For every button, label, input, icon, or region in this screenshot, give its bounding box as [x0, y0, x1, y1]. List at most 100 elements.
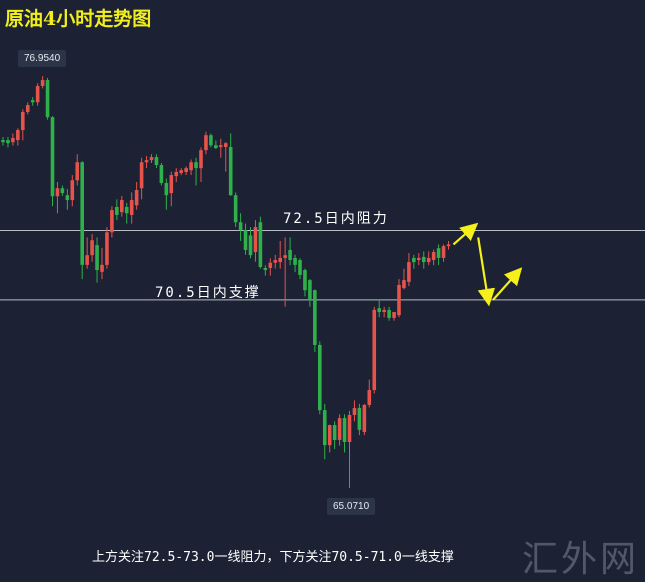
candle-up — [253, 227, 258, 253]
candle-up — [337, 418, 342, 440]
candle-down — [233, 195, 238, 223]
candle-down — [115, 206, 119, 215]
candle-up — [85, 255, 89, 265]
candle-up — [347, 414, 352, 443]
candle-down — [45, 80, 50, 118]
candle-up — [35, 85, 40, 103]
candle-down — [214, 145, 218, 149]
candle-down — [228, 146, 233, 196]
candle-down — [387, 309, 391, 318]
candle-up — [16, 130, 20, 141]
candle-up — [327, 425, 332, 446]
candle-up — [21, 111, 25, 131]
candle-down — [318, 344, 322, 411]
candle-down — [258, 222, 263, 267]
candle-down — [50, 117, 55, 197]
candle-up — [105, 232, 109, 265]
candle-down — [124, 206, 129, 214]
candle-up — [25, 105, 30, 112]
candle-up — [417, 257, 421, 261]
candle-up — [189, 162, 193, 171]
candle-up — [174, 171, 179, 177]
candle-up — [402, 280, 406, 289]
candle-down — [357, 408, 362, 430]
candle-down — [313, 290, 317, 345]
candle-down — [322, 410, 327, 446]
candle-up — [283, 255, 287, 258]
candle-up — [90, 240, 94, 256]
candle-up — [382, 309, 386, 313]
low-price-label: 65.0710 — [327, 498, 376, 515]
candle-up — [149, 157, 154, 161]
candle-up — [55, 188, 60, 197]
candle-down — [288, 249, 292, 261]
candle-up — [120, 200, 124, 213]
candle-down — [421, 256, 426, 263]
candle-down — [293, 257, 297, 265]
projection-arrow — [452, 222, 479, 246]
candle-down — [154, 157, 159, 166]
candle-up — [134, 189, 139, 206]
candle-up — [441, 246, 446, 258]
candle-down — [159, 165, 164, 184]
candle-down — [65, 195, 70, 201]
candle-down — [1, 140, 5, 143]
candle-up — [431, 252, 436, 261]
candle-down — [332, 425, 337, 440]
candle-down — [412, 257, 416, 263]
candle-up — [144, 160, 149, 163]
candle-up — [129, 200, 134, 215]
candle-down — [243, 230, 248, 250]
footer-note: 上方关注72.5-73.0一线阻力，下方关注70.5-71.0一线支撑 — [92, 550, 454, 565]
candle-down — [248, 235, 253, 256]
projection-arrow — [492, 267, 523, 301]
candle-down — [6, 140, 10, 144]
candle-down — [164, 183, 169, 196]
candle-up — [407, 262, 411, 282]
candle-up — [110, 210, 114, 233]
candle-up — [367, 390, 372, 405]
candle-down — [263, 267, 268, 271]
candle-down — [238, 222, 243, 231]
resistance-label: 72.5日内阻力 — [283, 211, 389, 227]
candle-down — [377, 308, 381, 313]
candle-down — [194, 162, 198, 169]
candle-down — [303, 270, 307, 291]
candle-down — [308, 280, 312, 300]
candle-up — [11, 137, 15, 143]
candle-down — [342, 418, 347, 443]
candle-up — [273, 260, 278, 263]
candle-up — [179, 170, 183, 173]
candle-down — [436, 248, 441, 258]
candle-up — [219, 145, 223, 147]
support-label: 70.5日内支撑 — [155, 285, 261, 301]
candle-up — [199, 150, 203, 169]
candle-up — [204, 135, 208, 151]
candle-up — [446, 244, 451, 247]
candle-up — [372, 309, 377, 391]
candle-down — [209, 135, 213, 146]
candle-down — [80, 162, 84, 265]
candle-down — [60, 188, 65, 194]
high-price-label: 76.9540 — [18, 50, 67, 67]
candle-up — [426, 257, 431, 263]
candle-down — [95, 245, 99, 271]
candle-up — [278, 257, 282, 263]
candle-down — [298, 260, 302, 275]
candle-up — [184, 168, 188, 172]
chart-title: 原油4小时走势图 — [5, 8, 152, 30]
candle-up — [397, 284, 401, 316]
candle-up — [75, 162, 80, 181]
candle-up — [268, 262, 273, 268]
candle-up — [352, 408, 357, 415]
candle-up — [139, 162, 144, 189]
projection-arrow — [477, 237, 496, 307]
candle-up — [40, 80, 45, 86]
watermark: 汇外网 — [521, 539, 639, 580]
candle-up — [392, 312, 396, 318]
candle-up — [169, 175, 174, 194]
candle-up — [100, 264, 104, 272]
candle-up — [70, 180, 75, 201]
candle-up — [362, 404, 367, 432]
